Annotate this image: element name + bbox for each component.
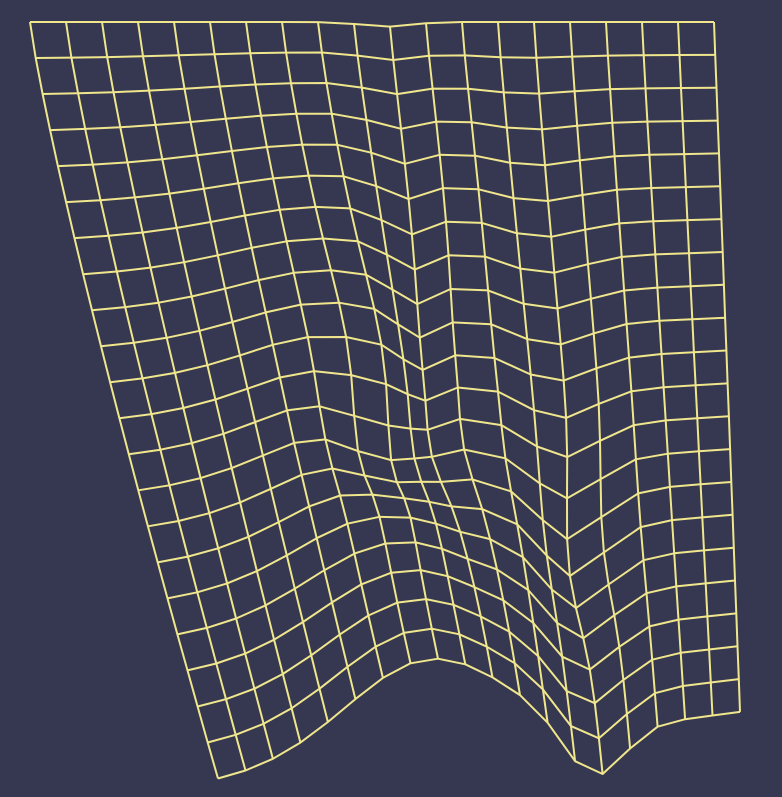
grid-row-line — [30, 21, 714, 28]
grid-column-line — [641, 21, 687, 720]
grid-row-line — [91, 269, 724, 312]
grid-column-line — [29, 21, 219, 779]
grid-column-line — [245, 21, 384, 679]
grid-row-line — [197, 598, 738, 708]
grid-row-line — [35, 51, 716, 61]
grid-column-line — [461, 21, 549, 723]
grid-column-line — [65, 21, 247, 771]
grid-column-line — [569, 21, 632, 749]
grid-row-line — [177, 541, 736, 640]
grid-row-line — [83, 237, 723, 276]
grid-column-line — [173, 21, 329, 723]
grid-row-line — [157, 493, 733, 577]
grid-column-line — [677, 21, 714, 716]
grid-lines — [29, 21, 741, 780]
grid-column-line — [317, 21, 439, 659]
grid-column-line — [713, 21, 741, 712]
grid-row-line — [128, 405, 729, 459]
grid-column-line — [353, 23, 467, 665]
grid-row-line — [167, 515, 734, 610]
grid-row-line — [207, 627, 739, 744]
grid-row-line — [187, 569, 737, 672]
grid-row-line — [109, 336, 727, 384]
grid-row-line — [50, 112, 718, 132]
grid-row-line — [66, 174, 721, 204]
grid-column-line — [137, 21, 302, 743]
grid-row-line — [42, 82, 717, 96]
grid-column-line — [533, 21, 604, 775]
grid-column-line — [389, 26, 494, 678]
grid-row-line — [119, 370, 728, 420]
grid-row-line — [217, 657, 741, 780]
grid-column-line — [281, 21, 412, 664]
grid-row-line — [147, 467, 732, 541]
grid-row-line — [57, 143, 720, 168]
grid-row-line — [74, 205, 722, 240]
grid-row-line — [138, 438, 731, 500]
grid-column-line — [497, 21, 577, 762]
grid-column-line — [101, 21, 274, 760]
grid-column-line — [605, 21, 659, 727]
grid-row-line — [100, 301, 726, 348]
grid-column-line — [209, 21, 357, 700]
grid-column-line — [425, 23, 521, 696]
